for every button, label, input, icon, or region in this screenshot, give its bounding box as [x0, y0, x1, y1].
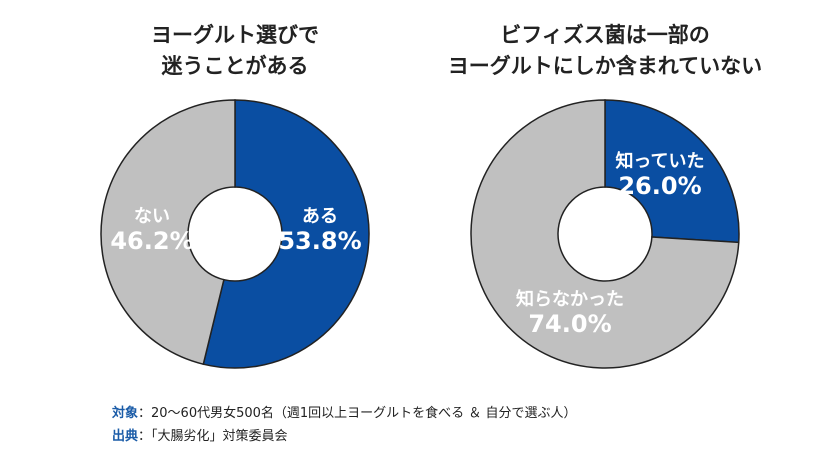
slice-value: 74.0% — [528, 309, 612, 338]
chart2-slice-0 — [604, 99, 740, 244]
chart2-title-line2: ヨーグルトにしか含まれていない — [447, 54, 763, 78]
slice-value: 26.0% — [618, 171, 702, 200]
source-text: ：「大腸劣化」対策委員会 — [138, 429, 288, 444]
slice-label: 知らなかった — [516, 289, 624, 310]
chart1-slice-1 — [100, 99, 236, 366]
chart1-title-line1: ヨーグルト選びで — [151, 23, 319, 47]
chart2-slice0-label: 知っていた 26.0% — [605, 151, 715, 200]
subject-note: 対象：20〜60代男女500名（週1回以上ヨーグルトを食べる ＆ 自分で選ぶ人） — [112, 402, 576, 421]
chart2-slice1-label: 知らなかった 74.0% — [505, 289, 635, 338]
chart1-slice0-label: ある 53.8% — [275, 206, 365, 255]
subject-label: 対象 — [112, 406, 139, 421]
slice-value: 53.8% — [278, 226, 362, 255]
slice-label: ない — [134, 206, 170, 227]
chart1-slice-0 — [202, 99, 370, 369]
slice-value: 46.2% — [110, 226, 194, 255]
chart2-slice-1 — [470, 99, 740, 369]
chart1-slice1-label: ない 46.2% — [107, 206, 197, 255]
chart1-title-line2: 迷うことがある — [161, 54, 309, 78]
slice-label: 知っていた — [615, 151, 705, 172]
chart2-title: ビフィズス菌は一部の ヨーグルトにしか含まれていない — [425, 20, 785, 82]
chart2-title-line1: ビフィズス菌は一部の — [500, 23, 710, 47]
source-note: 出典：「大腸劣化」対策委員会 — [112, 425, 288, 444]
subject-text: ：20〜60代男女500名（週1回以上ヨーグルトを食べる ＆ 自分で選ぶ人） — [138, 406, 577, 421]
chart1-title: ヨーグルト選びで 迷うことがある — [55, 20, 415, 82]
source-label: 出典 — [112, 429, 139, 444]
slice-label: ある — [302, 206, 338, 227]
